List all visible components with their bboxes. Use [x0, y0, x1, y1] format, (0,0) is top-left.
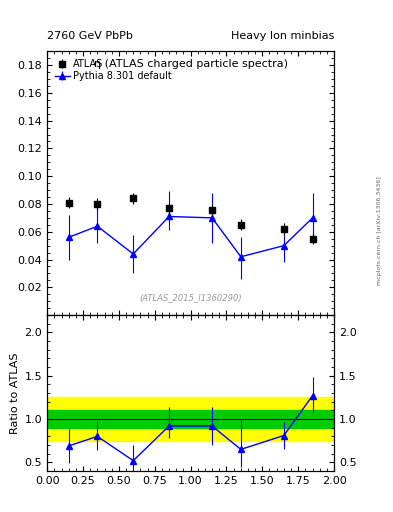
- Y-axis label: Ratio to ATLAS: Ratio to ATLAS: [10, 352, 20, 434]
- Text: mcplots.cern.ch [arXiv:1306.3436]: mcplots.cern.ch [arXiv:1306.3436]: [377, 176, 382, 285]
- Bar: [47, 397, 334, 441]
- Text: (ATLAS_2015_I1360290): (ATLAS_2015_I1360290): [139, 293, 242, 302]
- Text: η (ATLAS charged particle spectra): η (ATLAS charged particle spectra): [94, 59, 288, 69]
- Bar: [47, 411, 334, 428]
- Legend: ATLAS, Pythia 8.301 default: ATLAS, Pythia 8.301 default: [52, 56, 175, 84]
- Text: 2760 GeV PbPb: 2760 GeV PbPb: [47, 31, 133, 40]
- Text: Heavy Ion minbias: Heavy Ion minbias: [231, 31, 334, 40]
